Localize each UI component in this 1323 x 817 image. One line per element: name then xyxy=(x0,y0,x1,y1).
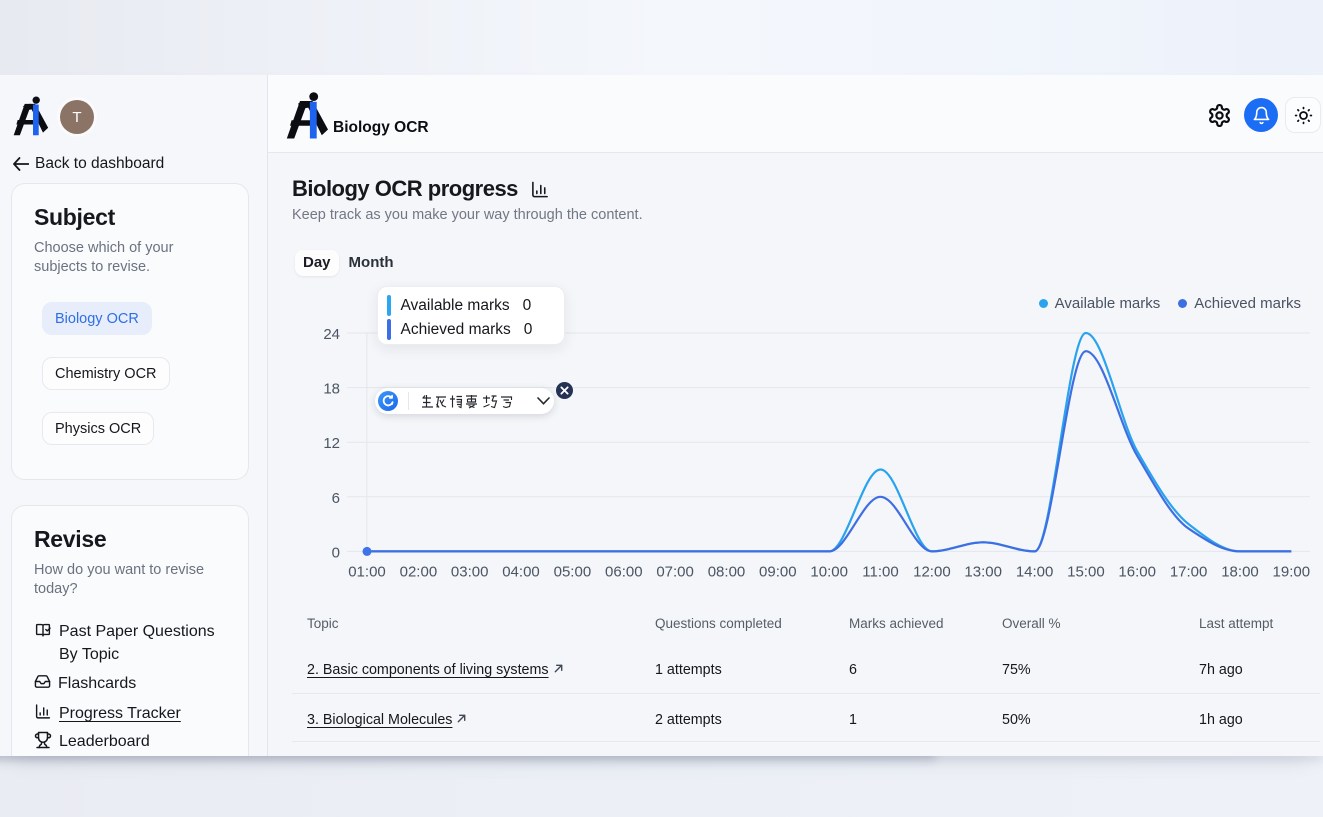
svg-text:04:00: 04:00 xyxy=(502,564,540,581)
svg-text:18:00: 18:00 xyxy=(1221,564,1259,581)
svg-text:6: 6 xyxy=(332,490,340,507)
svg-text:12:00: 12:00 xyxy=(913,564,951,581)
svg-text:03:00: 03:00 xyxy=(451,564,489,581)
svg-text:17:00: 17:00 xyxy=(1170,564,1208,581)
svg-text:06:00: 06:00 xyxy=(605,564,643,581)
svg-text:13:00: 13:00 xyxy=(964,564,1002,581)
svg-text:15:00: 15:00 xyxy=(1067,564,1105,581)
svg-text:16:00: 16:00 xyxy=(1118,564,1156,581)
svg-text:07:00: 07:00 xyxy=(656,564,694,581)
svg-text:24: 24 xyxy=(323,326,340,343)
svg-text:19:00: 19:00 xyxy=(1273,564,1311,581)
svg-text:14:00: 14:00 xyxy=(1016,564,1054,581)
svg-text:12: 12 xyxy=(323,435,340,452)
svg-text:0: 0 xyxy=(332,544,340,561)
svg-text:05:00: 05:00 xyxy=(554,564,592,581)
svg-text:01:00: 01:00 xyxy=(348,564,386,581)
svg-text:11:00: 11:00 xyxy=(862,564,898,581)
svg-text:09:00: 09:00 xyxy=(759,564,797,581)
svg-text:18: 18 xyxy=(323,381,340,398)
svg-text:02:00: 02:00 xyxy=(400,564,438,581)
svg-text:08:00: 08:00 xyxy=(708,564,746,581)
svg-text:10:00: 10:00 xyxy=(810,564,848,581)
